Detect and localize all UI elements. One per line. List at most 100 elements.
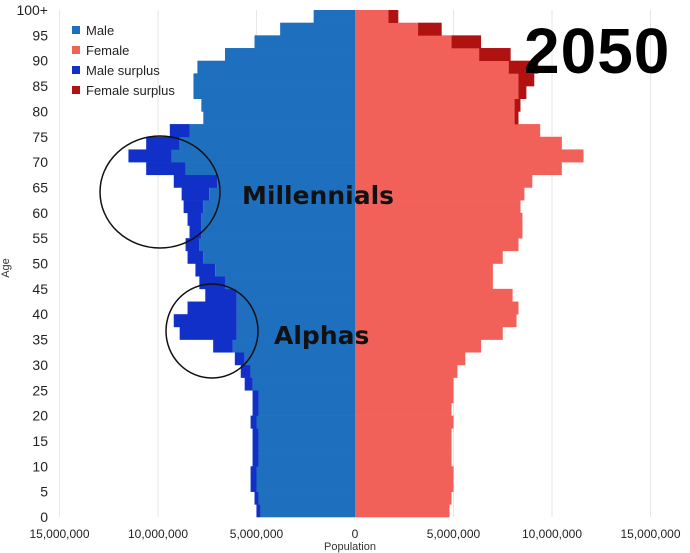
female-bar (355, 326, 503, 340)
male-surplus-bar (213, 339, 233, 353)
male-bar (201, 98, 355, 112)
male-bar (254, 35, 355, 49)
male-bar (313, 10, 355, 23)
x-tick-label: 0 (352, 527, 359, 541)
male-bar (236, 288, 355, 302)
male-bar (179, 136, 355, 150)
annotation-alphas: Alphas (274, 321, 370, 350)
female-bar (355, 73, 519, 87)
year-title: 2050 (524, 15, 671, 87)
legend-label-female: Female (86, 42, 130, 58)
y-tick-label: 85 (32, 78, 48, 94)
male-surplus-bar (173, 174, 218, 188)
female-bar (355, 504, 450, 518)
male-surplus-bar (252, 390, 259, 404)
legend: Male Female Male surplus Female surplus (72, 20, 175, 100)
male-bar (256, 415, 355, 429)
male-bar (244, 352, 355, 366)
y-tick-label: 90 (32, 53, 48, 69)
female-bar (355, 288, 513, 302)
female-bar (355, 478, 454, 492)
female-bar (355, 428, 452, 442)
y-tick-label: 50 (32, 256, 48, 272)
male-surplus-bar (146, 162, 186, 176)
x-tick-label: 10,000,000 (128, 527, 188, 541)
male-surplus-bar (128, 149, 172, 163)
male-bar (236, 326, 355, 340)
female-bar (355, 415, 454, 429)
female-surplus-bar (418, 22, 442, 36)
y-tick-label: 20 (32, 408, 48, 424)
male-surplus-bar (187, 301, 237, 315)
male-bar (217, 174, 355, 188)
y-tick-label: 5 (40, 484, 48, 500)
legend-item-female-surplus: Female surplus (72, 80, 175, 100)
male-surplus-bar (250, 466, 257, 480)
female-surplus-bar (451, 35, 482, 49)
female-bar (355, 187, 525, 201)
y-tick-label: 15 (32, 433, 48, 449)
y-tick-label: 10 (32, 458, 48, 474)
legend-swatch-female-surplus (72, 86, 80, 94)
female-bar (355, 364, 458, 378)
y-tick-label: 75 (32, 129, 48, 145)
female-bar (355, 314, 517, 328)
male-surplus-bar (146, 136, 180, 150)
male-bar (203, 250, 355, 264)
female-bar (355, 212, 523, 226)
legend-item-male: Male (72, 20, 175, 40)
male-bar (258, 402, 355, 416)
legend-swatch-male-surplus (72, 66, 80, 74)
legend-swatch-female (72, 46, 80, 54)
male-surplus-bar (252, 428, 259, 442)
female-bar (355, 263, 493, 277)
y-tick-label: 95 (32, 27, 48, 43)
male-bar (258, 453, 355, 467)
male-bar (171, 149, 355, 163)
male-surplus-bar (252, 440, 259, 454)
legend-swatch-male (72, 26, 80, 34)
female-surplus-bar (518, 73, 535, 87)
y-tick-label: 0 (40, 509, 48, 525)
male-surplus-bar (250, 478, 257, 492)
female-bar (355, 124, 541, 138)
male-bar (258, 390, 355, 404)
male-bar (193, 86, 355, 100)
y-tick-label: 45 (32, 281, 48, 297)
y-tick-label: 35 (32, 332, 48, 348)
male-bar (224, 48, 355, 61)
male-surplus-bar (244, 377, 253, 391)
male-surplus-bar (199, 276, 225, 290)
x-tick-label: 10,000,000 (522, 527, 582, 541)
y-tick-label: 40 (32, 306, 48, 322)
female-bar (355, 390, 454, 404)
female-bar (355, 301, 519, 315)
female-bar (355, 402, 452, 416)
legend-label-male-surplus: Male surplus (86, 62, 160, 78)
male-bar (203, 111, 355, 125)
male-surplus-bar (234, 352, 245, 366)
female-bar (355, 98, 515, 112)
y-tick-label: 60 (32, 205, 48, 221)
male-bar (252, 377, 355, 391)
male-bar (189, 124, 355, 138)
female-bar (355, 60, 509, 74)
millennials-highlight-circle (99, 135, 221, 249)
male-surplus-bar (179, 326, 237, 340)
female-bar (355, 453, 452, 467)
male-bar (258, 440, 355, 454)
male-bar (258, 428, 355, 442)
x-tick-label: 5,000,000 (427, 527, 481, 541)
x-tick-label: 15,000,000 (620, 527, 680, 541)
male-bar (185, 162, 355, 176)
y-tick-label: 30 (32, 357, 48, 373)
legend-item-male-surplus: Male surplus (72, 60, 175, 80)
female-surplus-bar (508, 60, 539, 74)
y-tick-label: 100+ (16, 2, 48, 18)
male-bar (199, 238, 355, 252)
female-surplus-bar (514, 98, 521, 112)
x-axis-title: Population (324, 541, 376, 553)
female-bar (355, 225, 523, 239)
female-bar (355, 377, 454, 391)
female-bar (355, 491, 452, 505)
